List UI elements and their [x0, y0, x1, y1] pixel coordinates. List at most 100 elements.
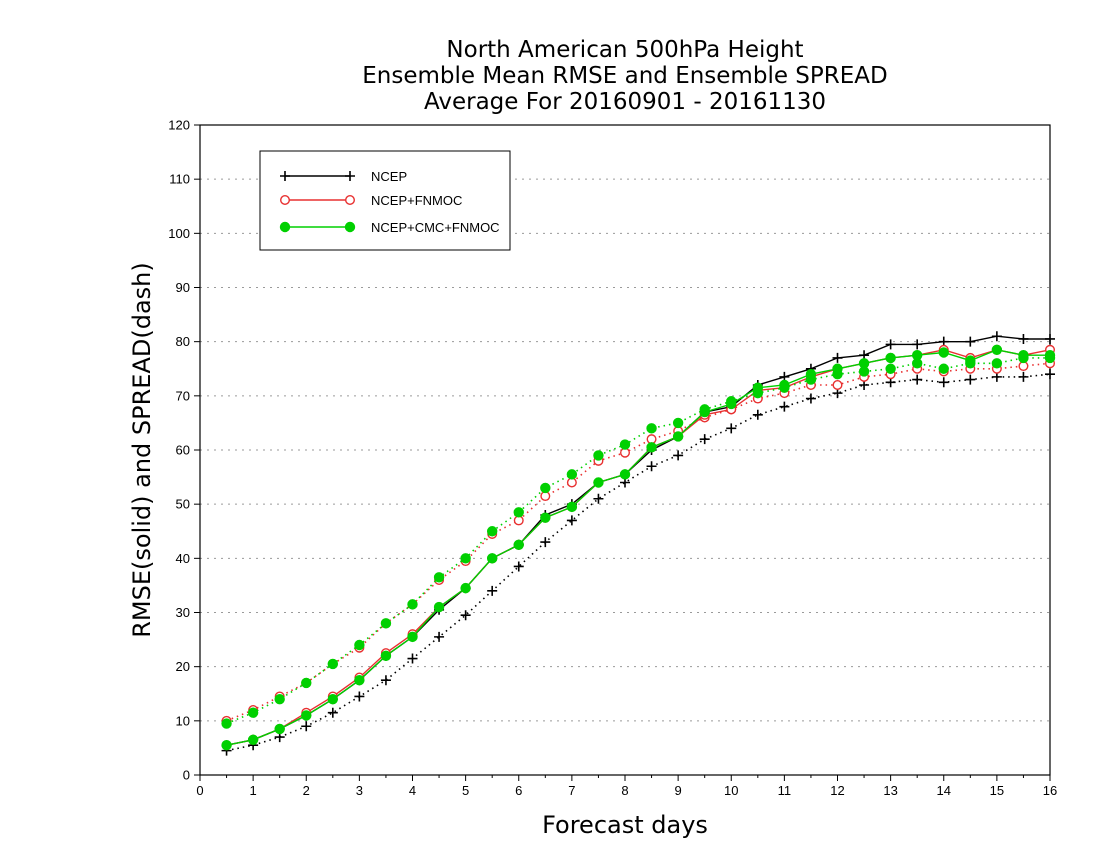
legend-swatch-marker — [280, 194, 291, 205]
spread-point — [779, 401, 790, 412]
x-tick-label-14: 14 — [937, 783, 951, 798]
spread-point — [832, 380, 843, 391]
y-tick-label-0: 0 — [183, 768, 190, 783]
x-tick-label-15: 15 — [990, 783, 1004, 798]
spread-point — [274, 693, 285, 705]
y-tick-label-90: 90 — [176, 280, 190, 295]
spread-point — [407, 599, 418, 610]
legend-label: NCEP — [371, 169, 407, 184]
rmse-point — [540, 512, 551, 523]
rmse-point — [354, 675, 365, 686]
rmse-point — [513, 539, 524, 550]
spread-point — [513, 507, 524, 518]
series-ncep — [221, 331, 1055, 756]
x-tick-label-4: 4 — [409, 783, 416, 798]
rmse-point — [885, 352, 896, 364]
spread-point — [434, 631, 445, 642]
spread-point — [912, 374, 923, 385]
spread-point — [301, 721, 312, 732]
y-tick-label-60: 60 — [176, 443, 190, 458]
rmse-point — [991, 344, 1003, 355]
legend-swatch-marker — [345, 194, 356, 205]
rmse-point — [486, 553, 498, 564]
spread-point — [460, 610, 471, 621]
spread-point — [991, 358, 1003, 369]
y-tick-label-10: 10 — [176, 713, 190, 728]
rmse-point — [991, 331, 1002, 342]
rmse-point — [699, 406, 710, 418]
rmse-point — [1044, 350, 1056, 361]
x-tick-label-2: 2 — [303, 783, 310, 798]
y-tick-label-80: 80 — [176, 334, 190, 349]
x-tick-label-9: 9 — [675, 783, 682, 798]
y-tick-label-70: 70 — [176, 388, 190, 403]
rmse-point — [911, 350, 923, 361]
x-tick-label-10: 10 — [724, 783, 738, 798]
y-tick-label-40: 40 — [176, 551, 190, 566]
series-layer — [221, 331, 1056, 756]
spread-point — [726, 423, 737, 434]
x-tick-label-16: 16 — [1043, 783, 1057, 798]
rmse-point — [327, 693, 339, 705]
spread-point — [354, 691, 365, 702]
spread-point — [486, 526, 498, 537]
rmse-point — [965, 336, 976, 347]
spread-point — [938, 363, 949, 374]
x-tick-label-12: 12 — [830, 783, 844, 798]
x-tick-label-6: 6 — [515, 783, 522, 798]
spread-point — [327, 658, 339, 670]
spread-point — [566, 469, 578, 480]
spread-point — [752, 409, 763, 420]
rmse-point — [301, 710, 312, 721]
rmse-point — [274, 723, 285, 735]
rmse-point — [672, 431, 684, 442]
spread-line — [226, 362, 1051, 722]
x-tick-label-5: 5 — [462, 783, 469, 798]
x-tick-label-8: 8 — [621, 783, 628, 798]
rmse-point — [965, 355, 976, 366]
spread-point — [460, 553, 471, 564]
rmse-point — [832, 352, 843, 363]
rmse-point — [938, 347, 949, 358]
rmse-point — [885, 339, 896, 350]
y-tick-label-30: 30 — [176, 605, 190, 620]
spread-point — [699, 434, 710, 445]
spread-line — [226, 357, 1050, 725]
legend-swatch-marker — [280, 171, 290, 181]
spread-point — [646, 461, 657, 472]
title-line-2: Ensemble Mean RMSE and Ensemble SPREAD — [362, 63, 887, 89]
x-tick-label-13: 13 — [883, 783, 897, 798]
spread-point — [380, 618, 392, 629]
rmse-point — [433, 601, 445, 613]
rmse-point — [247, 734, 259, 745]
spread-point — [593, 450, 604, 461]
rmse-point — [805, 368, 817, 380]
x-tick-label-1: 1 — [250, 783, 257, 798]
spread-point — [487, 585, 498, 596]
y-tick-label-120: 120 — [168, 118, 190, 133]
rmse-point — [779, 379, 790, 391]
y-tick-label-50: 50 — [176, 497, 190, 512]
legend: NCEP NCEP+FNMOC NCEP+CMC+FNMOC — [259, 150, 511, 251]
rmse-point — [726, 398, 737, 410]
rmse-point — [832, 363, 843, 374]
x-axis-title: Forecast days — [542, 811, 708, 839]
spread-point — [646, 423, 657, 434]
spread-point — [301, 677, 312, 689]
spread-point — [221, 718, 232, 729]
rmse-point — [1018, 350, 1029, 361]
legend-label: NCEP+CMC+FNMOC — [371, 220, 500, 235]
spread-point — [540, 482, 551, 494]
y-axis-title: RMSE(solid) and SPREAD(dash) — [128, 262, 156, 638]
x-tick-label-0: 0 — [196, 783, 203, 798]
spread-point — [407, 653, 418, 664]
spread-point — [673, 450, 684, 461]
rmse-point — [221, 740, 232, 751]
spread-point — [1045, 369, 1055, 380]
rmse-point — [752, 382, 764, 393]
spread-point — [247, 707, 259, 718]
y-tick-label-110: 110 — [169, 172, 190, 187]
